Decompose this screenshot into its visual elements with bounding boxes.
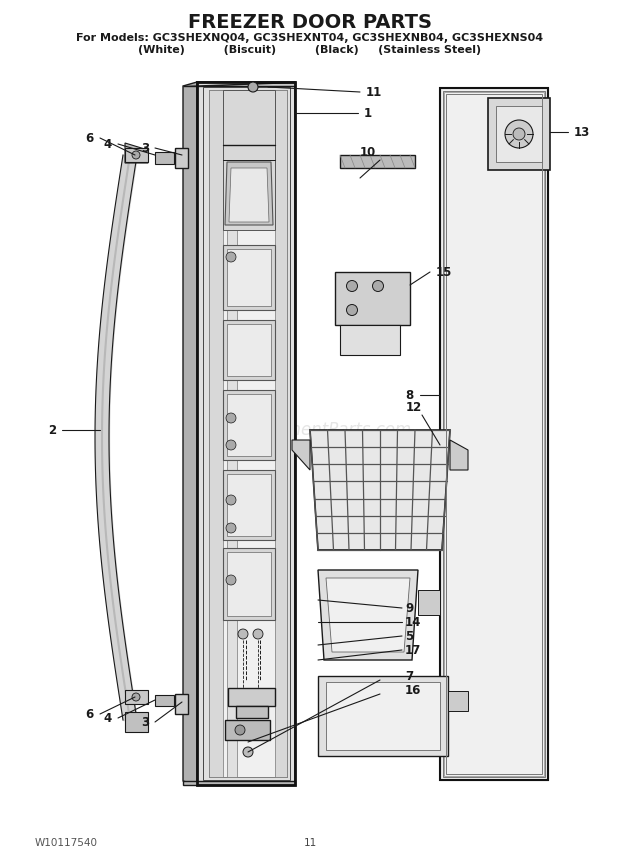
Polygon shape xyxy=(223,390,275,460)
Circle shape xyxy=(226,413,236,423)
Text: 3: 3 xyxy=(141,716,149,728)
Text: For Models: GC3SHEXNQ04, GC3SHEXNT04, GC3SHEXNB04, GC3SHEXNS04: For Models: GC3SHEXNQ04, GC3SHEXNT04, GC… xyxy=(76,33,544,43)
Polygon shape xyxy=(227,249,271,306)
Polygon shape xyxy=(223,320,275,380)
Polygon shape xyxy=(125,712,148,732)
Text: 1: 1 xyxy=(364,106,372,120)
Polygon shape xyxy=(155,695,174,706)
Text: 9: 9 xyxy=(405,602,414,615)
Polygon shape xyxy=(223,548,275,620)
Polygon shape xyxy=(292,440,310,470)
Polygon shape xyxy=(125,143,148,163)
Circle shape xyxy=(513,128,525,140)
Circle shape xyxy=(226,523,236,533)
Text: 4: 4 xyxy=(104,138,112,151)
Polygon shape xyxy=(418,590,440,615)
Text: 6: 6 xyxy=(86,132,94,145)
Polygon shape xyxy=(227,474,271,536)
Polygon shape xyxy=(125,148,148,162)
Text: 10: 10 xyxy=(360,146,376,158)
Polygon shape xyxy=(175,148,188,168)
Polygon shape xyxy=(175,694,188,714)
Polygon shape xyxy=(225,720,270,740)
Text: 11: 11 xyxy=(366,86,383,98)
Text: 4: 4 xyxy=(104,711,112,724)
Circle shape xyxy=(243,747,253,757)
Circle shape xyxy=(347,305,358,316)
Polygon shape xyxy=(450,440,468,470)
Polygon shape xyxy=(229,168,269,222)
Text: 3: 3 xyxy=(141,141,149,154)
Polygon shape xyxy=(228,688,275,706)
Polygon shape xyxy=(448,691,468,711)
Text: 14: 14 xyxy=(405,615,422,628)
Circle shape xyxy=(235,725,245,735)
Circle shape xyxy=(226,575,236,585)
Circle shape xyxy=(226,495,236,505)
Text: FREEZER DOOR PARTS: FREEZER DOOR PARTS xyxy=(188,13,432,32)
Polygon shape xyxy=(326,578,410,652)
Circle shape xyxy=(347,281,358,292)
Polygon shape xyxy=(236,706,268,718)
Text: eReplacementParts.com: eReplacementParts.com xyxy=(208,421,412,439)
Text: 2: 2 xyxy=(48,424,56,437)
Polygon shape xyxy=(340,155,415,168)
Text: 6: 6 xyxy=(86,708,94,721)
Polygon shape xyxy=(227,90,237,777)
Text: 16: 16 xyxy=(405,683,422,697)
Text: 7: 7 xyxy=(405,669,413,682)
Polygon shape xyxy=(197,82,295,785)
Polygon shape xyxy=(223,90,275,230)
Polygon shape xyxy=(209,90,223,777)
Text: W10117540: W10117540 xyxy=(35,838,98,848)
Circle shape xyxy=(132,151,140,159)
Text: 11: 11 xyxy=(303,838,317,848)
Polygon shape xyxy=(340,325,400,355)
Polygon shape xyxy=(209,90,287,777)
Circle shape xyxy=(248,82,258,92)
Text: 17: 17 xyxy=(405,644,421,657)
Polygon shape xyxy=(225,162,273,225)
Text: 15: 15 xyxy=(436,265,453,278)
Circle shape xyxy=(505,120,533,148)
Polygon shape xyxy=(183,781,295,785)
Polygon shape xyxy=(488,98,550,170)
Text: 12: 12 xyxy=(405,401,422,413)
Polygon shape xyxy=(440,88,548,780)
Polygon shape xyxy=(275,90,287,777)
Polygon shape xyxy=(227,394,271,456)
Polygon shape xyxy=(155,152,174,164)
Polygon shape xyxy=(335,272,410,325)
Polygon shape xyxy=(310,430,450,550)
Polygon shape xyxy=(223,470,275,540)
Circle shape xyxy=(132,693,140,701)
Polygon shape xyxy=(227,552,271,616)
Text: 5: 5 xyxy=(405,629,414,643)
Circle shape xyxy=(238,629,248,639)
Polygon shape xyxy=(183,82,197,785)
Polygon shape xyxy=(183,82,295,86)
Circle shape xyxy=(253,629,263,639)
Polygon shape xyxy=(496,106,542,162)
Polygon shape xyxy=(125,690,148,704)
Polygon shape xyxy=(227,324,271,376)
Polygon shape xyxy=(326,682,440,750)
Polygon shape xyxy=(318,570,418,660)
Polygon shape xyxy=(223,245,275,310)
Circle shape xyxy=(373,281,384,292)
Text: 13: 13 xyxy=(574,126,590,139)
Text: 8: 8 xyxy=(405,389,414,401)
Circle shape xyxy=(226,252,236,262)
Text: (White)          (Biscuit)          (Black)     (Stainless Steel): (White) (Biscuit) (Black) (Stainless Ste… xyxy=(138,45,482,55)
Circle shape xyxy=(226,440,236,450)
Polygon shape xyxy=(318,676,448,756)
